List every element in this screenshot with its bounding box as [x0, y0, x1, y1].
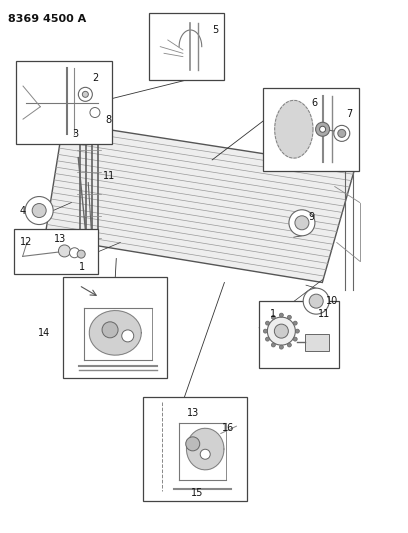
Bar: [149, 13, 224, 80]
Circle shape: [338, 130, 346, 138]
Text: 5: 5: [212, 25, 218, 35]
Polygon shape: [186, 429, 224, 470]
Text: 2: 2: [92, 73, 98, 83]
Circle shape: [279, 345, 284, 349]
Circle shape: [32, 204, 46, 217]
Circle shape: [319, 126, 326, 132]
Text: 1: 1: [78, 262, 85, 271]
Circle shape: [295, 216, 309, 230]
Circle shape: [25, 197, 53, 224]
Circle shape: [289, 210, 315, 236]
Circle shape: [316, 122, 330, 136]
Text: 4: 4: [19, 206, 26, 215]
Circle shape: [263, 329, 267, 333]
Circle shape: [287, 316, 291, 319]
Text: 9: 9: [308, 213, 315, 222]
Bar: [14, 229, 98, 274]
Circle shape: [267, 317, 295, 345]
Bar: [305, 335, 329, 351]
Text: 10: 10: [326, 296, 339, 306]
Circle shape: [58, 245, 71, 257]
Bar: [259, 301, 339, 368]
Bar: [16, 61, 112, 144]
Circle shape: [274, 324, 288, 338]
Circle shape: [334, 125, 350, 141]
Text: 7: 7: [346, 109, 353, 119]
Text: 8: 8: [105, 115, 111, 125]
Circle shape: [69, 248, 80, 258]
Circle shape: [271, 316, 275, 319]
Text: 15: 15: [191, 488, 203, 498]
Circle shape: [90, 108, 100, 117]
Text: 1: 1: [271, 310, 277, 319]
Bar: [143, 397, 247, 501]
Circle shape: [78, 87, 92, 101]
Text: 3: 3: [73, 129, 79, 139]
Text: 8369 4500 A: 8369 4500 A: [8, 14, 86, 24]
Circle shape: [122, 330, 134, 342]
Circle shape: [200, 449, 210, 459]
Circle shape: [271, 343, 275, 347]
Polygon shape: [45, 123, 355, 282]
Circle shape: [303, 288, 329, 314]
Text: 13: 13: [186, 408, 199, 418]
Circle shape: [82, 91, 89, 98]
Text: 16: 16: [222, 423, 234, 433]
Text: 11: 11: [318, 310, 330, 319]
Circle shape: [279, 313, 284, 317]
Bar: [263, 88, 359, 171]
Text: 11: 11: [103, 171, 115, 181]
Circle shape: [287, 343, 291, 347]
Polygon shape: [89, 311, 141, 355]
Circle shape: [102, 322, 118, 338]
Circle shape: [186, 437, 200, 451]
Bar: [63, 277, 167, 378]
Circle shape: [293, 337, 297, 341]
Circle shape: [77, 250, 85, 258]
Circle shape: [293, 321, 297, 325]
Polygon shape: [275, 100, 313, 158]
Text: 14: 14: [38, 328, 51, 338]
Circle shape: [309, 294, 323, 308]
Circle shape: [266, 337, 270, 341]
Circle shape: [266, 321, 270, 325]
Circle shape: [295, 329, 299, 333]
Text: 6: 6: [312, 98, 318, 108]
Text: 12: 12: [20, 237, 32, 247]
Text: 13: 13: [54, 234, 67, 244]
